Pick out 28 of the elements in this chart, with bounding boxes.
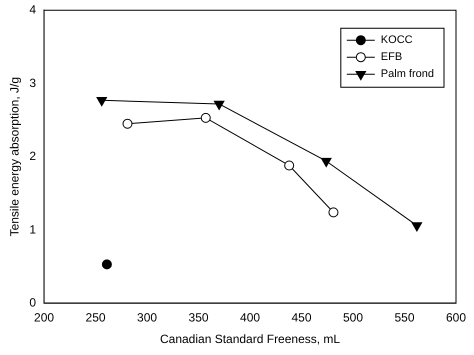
x-tick-label: 350: [188, 310, 209, 325]
y-tick-label: 1: [29, 222, 36, 236]
point: [284, 160, 294, 170]
legend-label: Palm frond: [380, 68, 434, 80]
x-tick-label: 250: [86, 310, 106, 325]
x-tick-label: 200: [34, 310, 54, 325]
x-tick-label: 500: [343, 310, 364, 325]
y-axis-title: Tensile energy absorption, J/g: [8, 76, 22, 236]
point: [102, 259, 112, 270]
point: [122, 118, 132, 129]
y-tick-label: 2: [29, 149, 36, 164]
point: [328, 207, 338, 218]
x-axis-title: Canadian Standard Freeness, mL: [160, 332, 340, 346]
x-tick-label: 400: [240, 310, 260, 325]
point: [214, 100, 224, 110]
legend-label: KOCC: [380, 34, 413, 46]
y-tick-label: 4: [29, 2, 36, 17]
x-tick-label: 450: [292, 310, 312, 325]
point: [320, 158, 332, 168]
point: [96, 97, 108, 106]
y-tick-label: 0: [29, 296, 36, 310]
y-tick-label: 3: [29, 76, 36, 90]
point: [412, 222, 422, 232]
x-tick-label: 600: [446, 310, 466, 325]
point: [200, 112, 211, 123]
x-tick-label: 300: [137, 310, 158, 325]
x-tick-label: 550: [394, 310, 415, 325]
legend-label: EFB: [380, 51, 402, 64]
